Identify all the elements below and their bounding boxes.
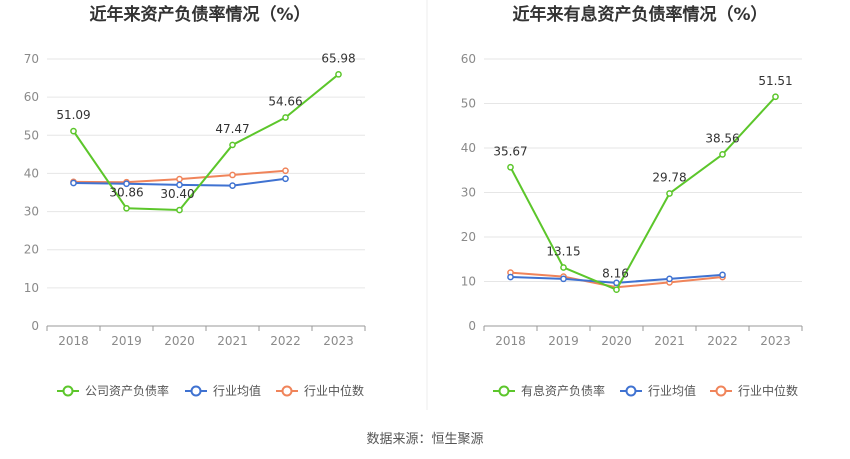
data-label: 29.78	[652, 170, 686, 184]
legend-marker	[715, 385, 727, 397]
data-point	[176, 206, 183, 214]
source-note: 数据来源：恒生聚源	[366, 432, 483, 447]
data-point	[123, 204, 130, 212]
legend-item: 有息资产负债率	[493, 383, 605, 398]
x-tick-label: 2021	[217, 334, 248, 348]
chart-title: 近年来有息资产负债率情况（%）	[512, 4, 767, 25]
legend-item: 行业中位数	[276, 383, 364, 398]
legend-marker	[625, 385, 637, 397]
data-label: 30.86	[109, 185, 143, 199]
legend-item: 公司资产负债率	[57, 383, 169, 398]
y-tick-label: 0	[468, 319, 476, 333]
data-label: 30.40	[160, 187, 194, 201]
legend-item: 行业均值	[620, 383, 696, 398]
chart-panel-2: 近年来有息资产负债率情况（%） 0 10 20 30 40 50 60 2018 2019 2020…	[461, 4, 803, 398]
data-label: 38.56	[705, 131, 739, 145]
legend-marker	[281, 385, 293, 397]
legend-marker	[498, 385, 510, 397]
data-point	[176, 175, 183, 183]
y-tick-label: 20	[461, 230, 476, 244]
chart-panel-1: 近年来资产负债率情况（%） 0 10 20 30 40 50 60 70 2018 2019 2020…	[24, 4, 366, 398]
data-point	[123, 180, 130, 188]
legend-marker	[190, 385, 202, 397]
y-tick-label: 40	[24, 166, 39, 180]
y-tick-label: 0	[31, 319, 39, 333]
x-tick-label: 2023	[323, 334, 354, 348]
data-point	[282, 167, 289, 175]
legend-item: 行业均值	[185, 383, 261, 398]
legend-marker	[62, 385, 74, 397]
legend-label: 行业中位数	[738, 383, 798, 398]
data-point	[335, 70, 342, 78]
data-point	[282, 175, 289, 183]
data-point	[229, 141, 236, 149]
x-tick-label: 2018	[58, 334, 89, 348]
data-point	[666, 190, 673, 197]
legend-label: 行业均值	[213, 383, 261, 398]
data-point	[507, 163, 514, 171]
data-point	[613, 279, 620, 287]
x-tick-label: 2023	[760, 334, 791, 348]
y-tick-label: 50	[24, 128, 39, 142]
legend-label: 行业均值	[648, 383, 696, 398]
legend-label: 公司资产负债率	[85, 383, 169, 398]
x-tick-label: 2020	[601, 334, 632, 348]
data-point	[666, 275, 673, 283]
data-point	[560, 264, 567, 271]
y-tick-label: 60	[24, 90, 39, 104]
x-tick-label: 2022	[707, 334, 738, 348]
y-tick-label: 10	[461, 275, 476, 289]
x-tick-label: 2022	[270, 334, 301, 348]
data-point	[282, 114, 289, 121]
y-tick-label: 60	[461, 52, 476, 66]
chart-title: 近年来资产负债率情况（%）	[89, 4, 310, 25]
data-label: 8.16	[602, 267, 629, 281]
y-tick-label: 30	[24, 205, 39, 219]
data-point	[719, 271, 726, 279]
data-point	[613, 286, 620, 294]
y-tick-label: 50	[461, 97, 476, 111]
data-label: 51.51	[758, 74, 792, 88]
y-tick-label: 10	[24, 281, 39, 295]
legend-label: 有息资产负债率	[521, 383, 605, 398]
y-tick-label: 20	[24, 243, 39, 257]
data-point	[507, 273, 514, 281]
data-label: 35.67	[493, 144, 527, 158]
series-line	[72, 73, 340, 212]
data-point	[229, 182, 236, 189]
data-point	[176, 181, 183, 189]
x-tick-label: 2019	[111, 334, 142, 348]
y-tick-label: 70	[24, 52, 39, 66]
x-tick-label: 2019	[548, 334, 579, 348]
data-point	[70, 179, 77, 187]
y-tick-label: 40	[461, 141, 476, 155]
data-point	[560, 275, 567, 283]
data-label: 47.47	[215, 122, 249, 136]
data-point	[772, 93, 779, 101]
data-label: 13.15	[546, 244, 580, 258]
y-tick-label: 30	[461, 186, 476, 200]
data-label: 51.09	[56, 108, 90, 122]
legend-label: 行业中位数	[304, 383, 364, 398]
x-tick-label: 2021	[654, 334, 685, 348]
data-point	[719, 151, 726, 158]
series-line	[509, 96, 777, 291]
data-label: 54.66	[268, 95, 302, 109]
data-label: 65.98	[321, 51, 355, 65]
legend-item: 行业中位数	[710, 383, 798, 398]
x-tick-label: 2018	[495, 334, 526, 348]
data-point	[229, 171, 236, 179]
data-point	[70, 127, 77, 135]
x-tick-label: 2020	[164, 334, 195, 348]
